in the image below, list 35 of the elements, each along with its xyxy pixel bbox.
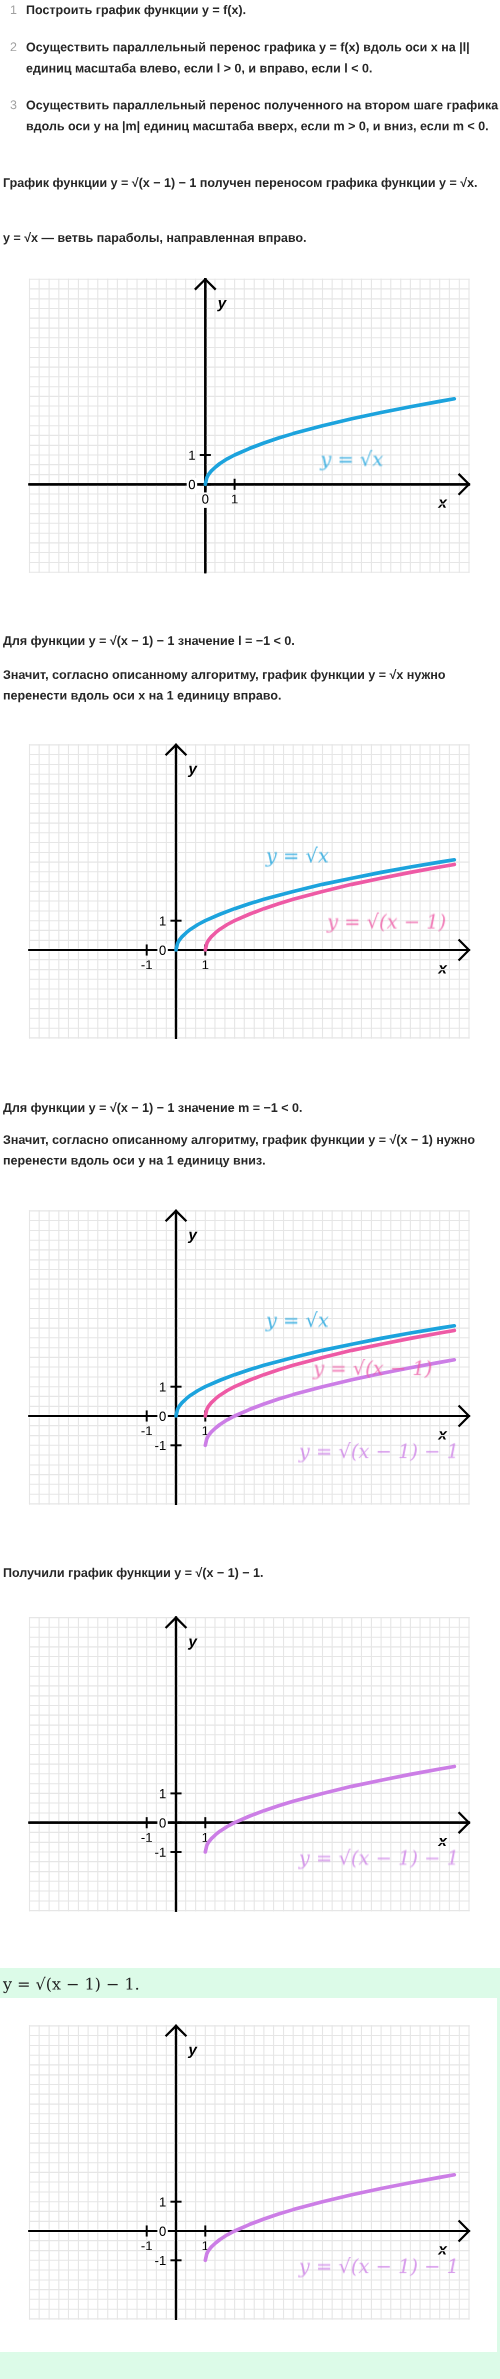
y-tick-label: 0: [159, 2226, 166, 2236]
x-axis-title: x: [437, 499, 448, 508]
y-axis-title: y: [187, 1231, 198, 1244]
text: 2 Осуществить параллельный перенос графика y = f(x) вдоль оси x на |l| единиц масштаба влево, если l > 0, и вправо, если l < 0.: [10, 42, 469, 76]
text: Для функции y = √(x − 1) − 1 значение l = −1 < 0.: [3, 635, 294, 648]
chart-title: y = √(x − 1) − 1.: [2, 1976, 139, 1994]
y-axis-title: y: [187, 765, 198, 778]
text: y = √(x − 1) − 1: [298, 1442, 456, 1463]
y-tick-label: 1: [159, 1789, 166, 1799]
y-tick-label: 1: [159, 916, 166, 926]
y-tick-label: 0: [159, 1411, 166, 1421]
text: Значит, согласно описанному алгоритму, график функции y = √x нужно перенести вдоль оси x на 1 единицу вправо.: [3, 669, 445, 703]
y-tick-label: 1: [159, 2197, 166, 2207]
series-label: y = √x: [319, 450, 384, 471]
text: y = √(x − 1) − 1: [298, 2257, 456, 2278]
y-axis-title: y: [217, 300, 227, 312]
y-tick-label: 1: [159, 1382, 166, 1392]
text: 3 Осуществить параллельный перенос полученного на втором шаге графика вдоль оси y на |m| единиц масштаба вверх, если m > 0, и вниз, если m < 0.: [10, 100, 499, 134]
y-tick-label: 0: [159, 1818, 166, 1828]
text: Получили график функции y = √(x − 1) − 1.: [3, 1567, 263, 1580]
y-axis-title: y: [187, 1638, 198, 1650]
y-tick-label: 0: [159, 945, 166, 955]
text: График функции y = √(x − 1) − 1 получен переносом графика функции y = √x.: [3, 177, 477, 190]
text: y = √(x − 1) − 1: [298, 1848, 456, 1869]
y-tick-label: -1: [155, 1441, 166, 1451]
text: Для функции y = √(x − 1) − 1 значение m = −1 < 0.: [3, 1102, 302, 1115]
series-label: y = √(x − 1): [326, 912, 446, 933]
series-label: y = √x: [265, 1311, 329, 1332]
y-tick-label: -1: [155, 2256, 166, 2266]
text: 1 Построить график функции y = f(x).: [10, 5, 246, 17]
text: Значит, согласно описанному алгоритму, график функции y = √(x − 1) нужно перенести вдоль оси y на 1 единицу вниз.: [3, 1134, 475, 1168]
text: y = √x — ветвь параболы, направленная вправо.: [3, 232, 306, 245]
y-tick-label: -1: [155, 1847, 166, 1857]
series-label: y = √x: [265, 846, 329, 867]
y-axis-title: y: [187, 2046, 198, 2059]
